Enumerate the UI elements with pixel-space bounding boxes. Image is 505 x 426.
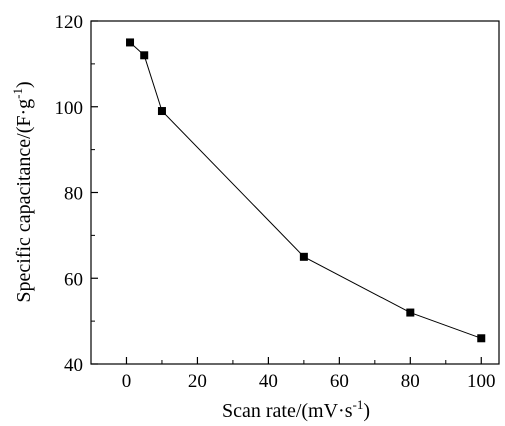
y-tick-label-100: 100 <box>55 98 84 119</box>
y-axis-label-suffix: ) <box>13 81 35 88</box>
data-point-0-5 <box>477 334 486 343</box>
x-axis-label: Scan rate/(mV·s-1) <box>222 397 370 422</box>
y-tick-label-120: 120 <box>55 12 84 33</box>
plot-frame <box>90 20 500 365</box>
y-tick-label-80: 80 <box>64 184 83 205</box>
data-point-0-1 <box>140 51 149 60</box>
y-tick-label-40: 40 <box>64 355 83 376</box>
x-tick-label-20: 20 <box>188 371 207 392</box>
data-point-0-0 <box>126 38 135 47</box>
series-lines <box>129 42 482 339</box>
y-axis-tick-labels: 40 60 80 100 120 <box>55 12 84 376</box>
y-axis-label: Specific capacitance/(F·g-1) <box>10 81 35 302</box>
x-tick-label-80: 80 <box>401 371 420 392</box>
x-tick-label-0: 0 <box>122 371 132 392</box>
x-tick-label-40: 40 <box>259 371 278 392</box>
data-point-0-4 <box>406 308 415 317</box>
data-point-0-3 <box>299 252 308 261</box>
y-tick-label-60: 60 <box>64 269 83 290</box>
x-axis-label-prefix: Scan rate/(mV·s <box>222 400 353 422</box>
x-tick-label-100: 100 <box>467 371 496 392</box>
y-axis-ticks <box>91 20 98 365</box>
y-axis-label-sup: -1 <box>10 88 25 99</box>
x-axis-label-sup: -1 <box>353 397 364 412</box>
series-line-0 <box>129 42 482 339</box>
x-axis-ticks <box>90 357 482 364</box>
data-point-0-2 <box>157 107 166 116</box>
x-axis-tick-labels: 0 20 40 60 80 100 <box>122 371 496 392</box>
y-axis-label-prefix: Specific capacitance/(F·g <box>13 99 35 303</box>
x-axis-label-suffix: ) <box>363 400 370 422</box>
series-points <box>126 38 486 343</box>
x-tick-label-60: 60 <box>330 371 349 392</box>
